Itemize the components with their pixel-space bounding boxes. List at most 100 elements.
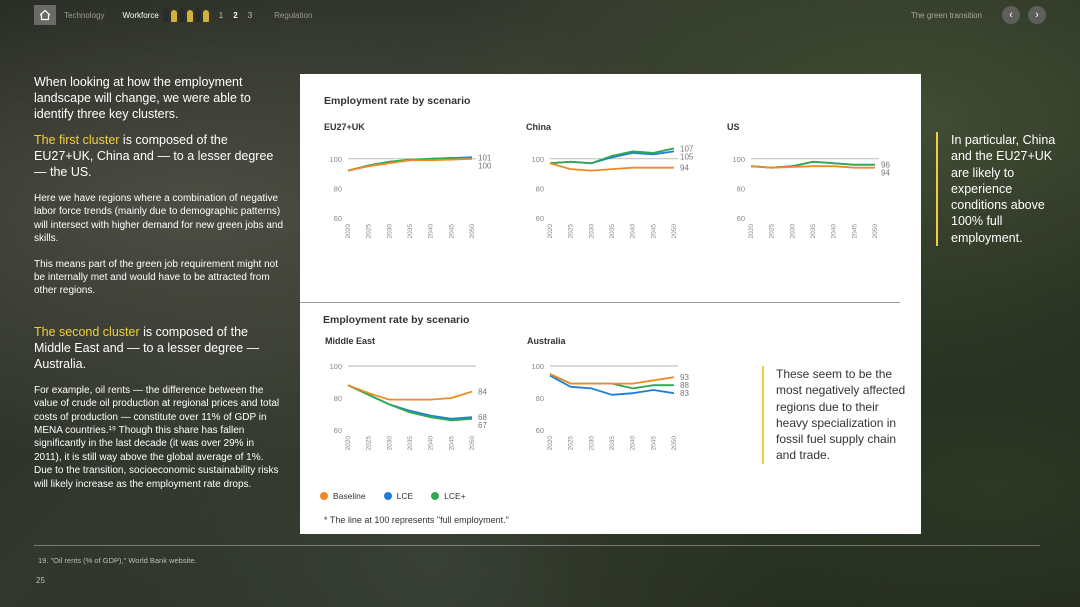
end-value-label: 105 — [680, 152, 694, 161]
second-cluster-highlight: The second cluster — [34, 324, 140, 339]
y-tick-label: 80 — [334, 394, 342, 403]
nav-regulation[interactable]: Regulation — [274, 10, 313, 20]
paragraph-3: For example, oil rents — the difference … — [34, 384, 280, 490]
first-cluster-rest: is composed of the EU27+UK, China and — … — [34, 133, 274, 179]
y-tick-label: 100 — [329, 155, 342, 164]
x-tick-label: 2040 — [428, 436, 435, 451]
series-line-lce-plus — [347, 384, 473, 422]
y-tick-label: 60 — [334, 426, 342, 435]
x-tick-label: 2035 — [810, 224, 817, 239]
x-tick-label: 2025 — [769, 224, 776, 239]
x-tick-label: 2045 — [650, 224, 657, 239]
series-line-lce — [347, 384, 473, 420]
footer-footnote: 19. "Oil rents (% of GDP)," World Bank w… — [38, 556, 197, 565]
series-line-baseline — [347, 384, 473, 401]
legend-dot-lce-plus — [431, 492, 440, 500]
second-cluster-text: The second cluster is composed of the Mi… — [34, 324, 284, 372]
end-value-label: 93 — [680, 373, 689, 382]
second-cluster-rest: is composed of the Middle East and — to … — [34, 324, 260, 371]
legend-lce-plus: LCE+ — [431, 491, 466, 501]
chart-title-us: US — [727, 122, 740, 132]
x-tick-label: 2020 — [547, 224, 554, 239]
nav-workforce[interactable]: Workforce — [122, 10, 159, 20]
x-tick-label: 2040 — [630, 436, 637, 451]
chart-australia: 60 80 100 2020 2025 2030 2035 2040 2045 2050 93888… — [531, 362, 689, 451]
x-tick-label: 2030 — [588, 436, 595, 451]
x-tick-label: 2035 — [609, 224, 616, 239]
legend-dot-lce — [383, 492, 392, 500]
x-tick-label: 2025 — [366, 224, 373, 239]
series-line-baseline — [347, 157, 473, 172]
series-line-baseline — [549, 373, 675, 385]
legend-lce: LCE — [383, 491, 413, 501]
home-icon — [39, 9, 51, 21]
end-value-label: 107 — [680, 144, 694, 153]
x-tick-label: 2040 — [831, 224, 838, 239]
chart-middle-east: 60 80 100 2020 2025 2030 2035 2040 2045 2050 84 686… — [329, 362, 487, 451]
first-cluster-text: The first cluster is composed of the EU2… — [34, 132, 284, 180]
chart-title-australia: Australia — [527, 336, 566, 346]
x-tick-label: 2025 — [568, 224, 575, 239]
next-page-button[interactable]: › — [1028, 6, 1046, 24]
y-tick-label: 60 — [536, 214, 544, 223]
chart-title-eu: EU27+UK — [324, 122, 365, 132]
series-line-baseline — [549, 162, 674, 172]
panel-divider — [300, 302, 900, 303]
x-tick-label: 2030 — [588, 224, 595, 239]
y-tick-label: 80 — [536, 184, 544, 193]
y-tick-label: 60 — [536, 426, 544, 435]
page-number: 25 — [36, 576, 45, 585]
x-tick-label: 2050 — [469, 436, 476, 451]
y-tick-label: 100 — [531, 362, 544, 371]
y-tick-label: 80 — [334, 184, 342, 193]
x-tick-label: 2050 — [469, 224, 476, 239]
end-value-label: 94 — [881, 169, 890, 178]
end-value-label: 84 — [478, 388, 487, 397]
x-tick-label: 2025 — [568, 436, 575, 451]
nav-green-transition[interactable]: The green transition — [910, 10, 982, 20]
y-tick-label: 60 — [737, 214, 745, 223]
x-tick-label: 2020 — [345, 224, 352, 239]
end-value-label: 83 — [680, 389, 689, 398]
x-tick-label: 2035 — [609, 436, 616, 451]
chevron-right-icon: › — [1035, 9, 1039, 21]
chevron-left-icon: ‹ — [1009, 9, 1013, 21]
page-link-1[interactable]: 1 — [218, 10, 224, 20]
x-tick-label: 2050 — [671, 436, 678, 451]
x-tick-label: 2020 — [547, 436, 554, 451]
x-tick-label: 2020 — [345, 436, 352, 451]
series-line-lce — [549, 374, 675, 396]
chart-title-top: Employment rate by scenario — [324, 95, 471, 107]
intro-text: When looking at how the employment lands… — [34, 75, 251, 121]
chart-panel: Employment rate by scenario EU27+UK 60 80… — [300, 74, 921, 534]
chart-title-china: China — [526, 122, 552, 132]
x-tick-label: 2040 — [428, 224, 435, 239]
end-value-label: 96 — [881, 161, 890, 170]
left-text-column: When looking at how the employment lands… — [34, 74, 284, 503]
paragraph-2: This means part of the green job require… — [34, 258, 279, 297]
series-line-baseline — [750, 165, 875, 169]
x-tick-label: 2020 — [748, 224, 755, 239]
x-tick-label: 2045 — [650, 436, 657, 451]
top-nav: Technology Workforce 1 2 3 Regulation Th… — [34, 4, 1046, 26]
x-tick-label: 2035 — [407, 436, 414, 451]
x-tick-label: 2030 — [386, 436, 393, 451]
end-value-label: 101 — [478, 153, 492, 162]
y-tick-label: 80 — [536, 394, 544, 403]
page-link-3[interactable]: 3 — [247, 10, 253, 20]
legend-dot-baseline — [320, 492, 328, 500]
home-button[interactable] — [34, 5, 56, 25]
y-tick-label: 80 — [737, 184, 745, 193]
regions-note: These seem to be the most negatively aff… — [762, 366, 906, 464]
x-tick-label: 2045 — [851, 224, 858, 239]
end-value-label: 67 — [478, 421, 487, 430]
page-link-2[interactable]: 2 — [233, 10, 238, 20]
full-employment-footnote: * The line at 100 represents "full emplo… — [324, 515, 509, 525]
nav-technology[interactable]: Technology — [64, 10, 105, 20]
y-tick-label: 100 — [732, 155, 745, 164]
prev-page-button[interactable]: ‹ — [1002, 6, 1020, 24]
y-tick-label: 100 — [329, 362, 342, 371]
x-tick-label: 2045 — [448, 224, 455, 239]
